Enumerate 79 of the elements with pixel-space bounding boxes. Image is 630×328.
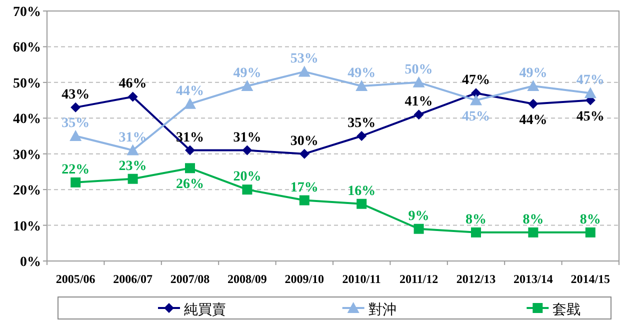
data-label: 30% <box>290 134 318 149</box>
point <box>528 98 538 109</box>
y-tick-label: 40% <box>13 112 41 128</box>
data-label: 43% <box>62 87 90 102</box>
data-label: 20% <box>233 170 262 185</box>
data-label: 44% <box>176 84 204 99</box>
point <box>128 174 138 184</box>
x-tick-label: 2013/14 <box>514 272 553 286</box>
data-label: 41% <box>404 94 433 110</box>
x-tick-label: 2006/07 <box>113 272 152 286</box>
point <box>412 76 425 88</box>
point <box>70 177 81 188</box>
data-label: 35% <box>348 116 376 131</box>
point <box>299 148 310 159</box>
x-tick-label: 2008/09 <box>228 272 267 286</box>
data-label: 22% <box>62 162 90 178</box>
data-label: 8% <box>580 212 601 228</box>
legend-label: 套戥 <box>552 302 581 318</box>
data-label: 8% <box>522 212 544 228</box>
data-label: 44% <box>519 112 548 128</box>
x-tick-label: 2010/11 <box>342 272 381 286</box>
point <box>527 80 540 91</box>
point <box>414 110 424 120</box>
legend-label: 純買賣 <box>184 302 226 318</box>
point <box>242 184 252 195</box>
data-label: 47% <box>462 73 490 88</box>
data-label: 8% <box>466 212 486 228</box>
data-label: 31% <box>176 130 204 146</box>
point <box>356 131 367 141</box>
point <box>70 102 81 112</box>
point <box>471 227 481 238</box>
y-tick-label: 20% <box>13 184 41 199</box>
y-tick-label: 10% <box>13 219 41 234</box>
point <box>584 87 596 98</box>
point <box>528 227 538 238</box>
data-label: 9% <box>408 208 430 224</box>
point <box>185 163 195 174</box>
data-label: 17% <box>290 180 318 196</box>
data-label: 23% <box>118 158 147 174</box>
legend-label: 對沖 <box>368 302 396 318</box>
x-tick-label: 2007/08 <box>170 272 210 286</box>
point <box>414 224 424 234</box>
y-tick-label: 0% <box>20 255 41 270</box>
point <box>126 144 139 156</box>
x-tick-label: 2005/06 <box>56 272 96 286</box>
y-tick-label: 50% <box>13 76 41 92</box>
x-tick-label: 2009/10 <box>284 272 324 286</box>
point <box>241 80 254 91</box>
point <box>299 195 310 206</box>
point <box>70 130 82 141</box>
data-label: 31% <box>118 130 147 146</box>
data-label: 53% <box>290 52 318 67</box>
point <box>470 94 482 106</box>
point <box>185 145 195 156</box>
data-label: 16% <box>348 184 376 199</box>
y-tick-label: 30% <box>13 148 41 163</box>
data-label: 45% <box>462 109 490 124</box>
y-tick-label: 70% <box>13 5 41 20</box>
point <box>184 98 196 109</box>
point <box>356 198 367 209</box>
x-tick-label: 2012/13 <box>456 272 496 286</box>
data-label: 35% <box>62 116 90 131</box>
data-label: 49% <box>519 66 548 81</box>
point <box>356 80 368 91</box>
data-label: 49% <box>233 66 262 81</box>
data-label: 46% <box>118 76 147 92</box>
point <box>242 145 252 156</box>
data-label: 31% <box>233 130 262 146</box>
data-label: 26% <box>176 177 204 192</box>
point <box>585 227 596 238</box>
data-label: 50% <box>404 62 433 78</box>
point <box>298 66 310 77</box>
data-label: 49% <box>348 66 376 81</box>
data-label: 47% <box>576 73 604 88</box>
x-tick-label: 2011/12 <box>399 272 438 286</box>
x-tick-label: 2014/15 <box>570 272 610 286</box>
y-tick-label: 60% <box>13 40 41 56</box>
point <box>128 92 138 102</box>
data-label: 45% <box>576 109 604 124</box>
